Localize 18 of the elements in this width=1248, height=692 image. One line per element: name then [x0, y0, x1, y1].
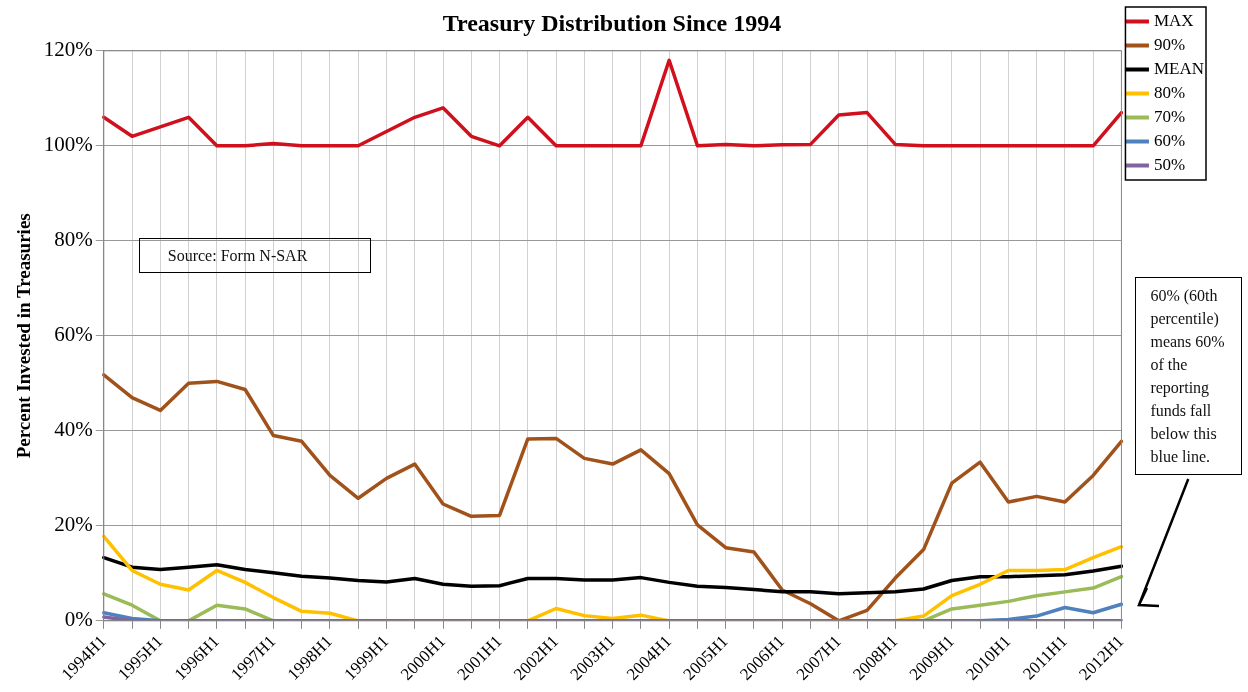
- y-tick-label: 20%: [54, 512, 93, 537]
- y-tick-label: 80%: [54, 227, 93, 252]
- y-axis-title: Percent Invested in Treasuries: [13, 213, 35, 459]
- legend-label: MAX: [1153, 10, 1194, 30]
- legend-label: 80%: [1153, 82, 1186, 102]
- y-tick-label: 0%: [64, 607, 93, 632]
- legend-label: MEAN: [1153, 58, 1205, 78]
- legend-label: 70%: [1153, 106, 1186, 126]
- annotation: Source: Form N-SAR: [138, 237, 371, 273]
- legend-label: 50%: [1153, 154, 1186, 174]
- text: 60% (60th percentile) means 60% of the reporting funds fall below this blue line.: [1135, 276, 1242, 475]
- y-tick-label: 120%: [43, 37, 93, 62]
- legend-label: 60%: [1153, 130, 1186, 150]
- y-tick-label: 100%: [43, 132, 93, 157]
- legend-label: 90%: [1153, 34, 1186, 54]
- y-tick-label: 40%: [54, 417, 93, 442]
- chart-title: Treasury Distribution Since 1994: [442, 9, 782, 36]
- y-tick-label: 60%: [54, 322, 93, 347]
